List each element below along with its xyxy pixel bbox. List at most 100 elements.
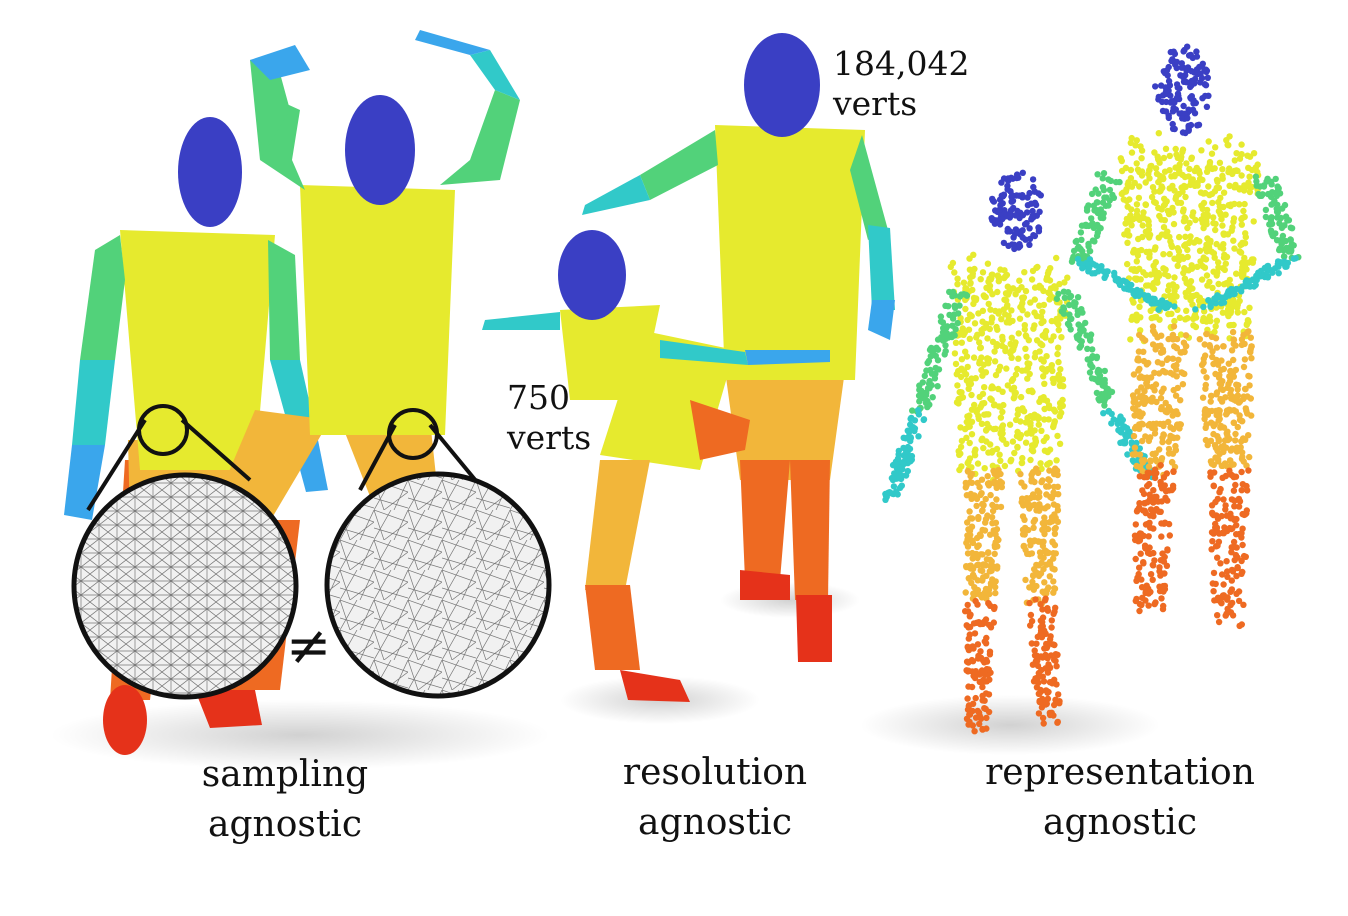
pointcloud-point: [1028, 276, 1036, 283]
pointcloud-point: [898, 482, 905, 489]
pointcloud-point: [1241, 511, 1248, 519]
pointcloud-point: [1151, 474, 1159, 482]
pointcloud-point: [1252, 173, 1260, 180]
pointcloud-point: [1041, 579, 1048, 586]
pointcloud-point: [966, 335, 973, 342]
pointcloud-point: [1086, 264, 1093, 272]
pointcloud-point: [1012, 212, 1019, 219]
pointcloud-point: [1124, 451, 1131, 458]
pointcloud-point: [1235, 597, 1243, 605]
pointcloud-point: [951, 269, 958, 276]
pointcloud-point: [1156, 172, 1164, 180]
pointcloud-point: [1230, 340, 1237, 347]
pointcloud-point: [1009, 192, 1016, 199]
pointcloud-point: [1226, 467, 1233, 474]
pointcloud-point: [1139, 437, 1146, 445]
pointcloud-point: [1018, 406, 1026, 414]
pointcloud-point: [1222, 502, 1229, 509]
pointcloud-point: [1157, 462, 1164, 469]
pointcloud-point: [1035, 538, 1042, 545]
pointcloud-point: [1164, 497, 1171, 504]
pointcloud-point: [1128, 206, 1135, 213]
pointcloud-point: [1204, 282, 1211, 289]
pointcloud-point: [958, 365, 965, 372]
pointcloud-point: [1200, 199, 1208, 207]
pointcloud-point: [1229, 328, 1237, 336]
pointcloud-point: [1157, 508, 1164, 515]
pointcloud-point: [1059, 402, 1067, 409]
pointcloud-point: [1066, 311, 1073, 318]
pointcloud-point: [975, 415, 982, 423]
resolution-panel: [482, 33, 895, 724]
pointcloud-point: [1230, 487, 1238, 494]
pointcloud-point: [1133, 201, 1141, 208]
pointcloud-point: [1208, 546, 1215, 553]
pointcloud-point: [1195, 167, 1203, 174]
pointcloud-point: [1238, 141, 1245, 148]
pointcloud-point: [1148, 193, 1156, 201]
pointcloud-point: [1196, 247, 1204, 254]
pointcloud-point: [1037, 601, 1044, 608]
caption-representation-line2: agnostic: [1043, 802, 1197, 843]
pointcloud-point: [972, 446, 979, 453]
pointcloud-point: [1226, 406, 1233, 413]
highres-vertex-number: 184,042: [833, 44, 970, 83]
pointcloud-point: [1026, 189, 1033, 197]
pointcloud-point: [1165, 310, 1172, 318]
caption-resolution-line1: resolution: [622, 752, 808, 793]
highres-vertex-unit: verts: [833, 84, 918, 123]
pointcloud-point: [1050, 423, 1057, 431]
pointcloud-point: [1210, 588, 1217, 595]
pointcloud-point: [1264, 190, 1272, 198]
pointcloud-point: [1175, 190, 1183, 198]
pointcloud-point: [1171, 125, 1178, 133]
pointcloud-point: [1142, 179, 1149, 186]
pointcloud-point: [1001, 311, 1009, 318]
pointcloud-point: [966, 644, 973, 651]
pointcloud-point: [892, 460, 899, 467]
pointcloud-point: [1031, 296, 1039, 303]
pointcloud-point: [1072, 238, 1080, 245]
pointcloud-point: [1039, 477, 1046, 484]
pointcloud-point: [1139, 594, 1146, 601]
pointcloud-point: [1241, 356, 1249, 363]
pointcloud-point: [1273, 208, 1281, 216]
pointcloud-point: [1021, 269, 1028, 276]
pointcloud-point: [1027, 299, 1034, 306]
pointcloud-point: [974, 586, 982, 594]
pointcloud-point: [1239, 453, 1246, 461]
pointcloud-point: [1194, 263, 1201, 270]
pointcloud-point: [1056, 280, 1063, 288]
pointcloud-point: [977, 344, 984, 351]
pointcloud-point: [1213, 524, 1221, 531]
pointcloud-point: [1204, 74, 1212, 82]
pointcloud-point: [1051, 641, 1058, 649]
pointcloud-point: [1130, 405, 1137, 412]
pointcloud-point: [1169, 120, 1176, 128]
pointcloud-point: [1234, 309, 1242, 316]
pointcloud-point: [1208, 407, 1216, 415]
pointcloud-point: [1108, 420, 1115, 427]
pointcloud-point: [1132, 521, 1140, 528]
pointcloud-point: [1176, 314, 1184, 321]
pointcloud-point: [1029, 176, 1037, 183]
pointcloud-point: [1124, 433, 1131, 440]
pointcloud-point: [1185, 127, 1192, 134]
pointcloud-point: [1093, 354, 1100, 362]
pointcloud-point: [951, 311, 958, 318]
pointcloud-point: [1133, 258, 1141, 265]
pointcloud-point: [1132, 450, 1139, 458]
pointcloud-point: [1162, 88, 1170, 96]
pointcloud-point: [1232, 430, 1239, 438]
pointcloud-point: [1123, 425, 1131, 432]
pointcloud-point: [1217, 244, 1224, 251]
pointcloud-point: [1169, 355, 1177, 362]
pointcloud-point: [1173, 366, 1180, 373]
pointcloud-point: [1219, 175, 1226, 182]
pointcloud-point: [954, 319, 961, 327]
pointcloud-point: [1169, 434, 1176, 441]
pointcloud-point: [1047, 561, 1054, 568]
pointcloud-point: [1132, 423, 1140, 430]
pointcloud-point: [1230, 356, 1237, 364]
pointcloud-point: [1068, 258, 1076, 265]
